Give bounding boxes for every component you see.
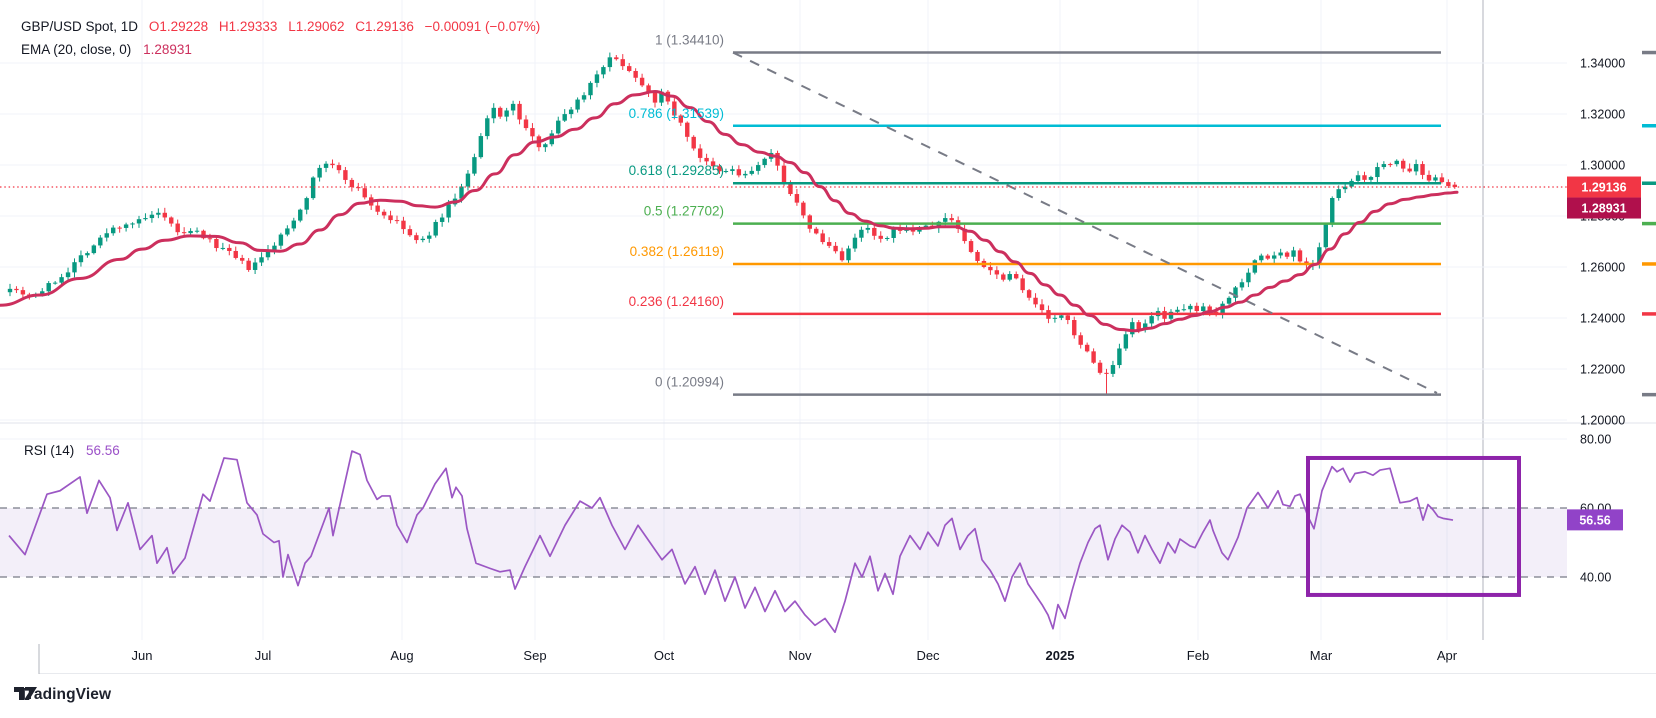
svg-text:0.786 (1.31539): 0.786 (1.31539) [629, 106, 724, 121]
ema-legend[interactable]: EMA (20, close, 0) 1.28931 [21, 41, 192, 59]
svg-text:Oct: Oct [654, 648, 675, 663]
time-axis[interactable]: Jun Jul Aug Sep Oct Nov Dec 2025 Feb Mar Apr [38, 644, 1656, 674]
svg-text:Jun: Jun [132, 648, 153, 663]
svg-text:2025: 2025 [1046, 648, 1075, 663]
tradingview-logo-icon [14, 687, 37, 700]
svg-text:1.20000: 1.20000 [1580, 414, 1625, 428]
ema-line[interactable] [0, 90, 1459, 333]
ema-label: EMA (20, close, 0) [21, 42, 132, 57]
ema-value: 1.28931 [143, 42, 192, 57]
svg-text:Mar: Mar [1310, 648, 1333, 663]
svg-text:0.236 (1.24160): 0.236 (1.24160) [629, 294, 724, 309]
fib-labels: 1 (1.34410) 0.786 (1.31539) 0.618 (1.29285… [629, 33, 724, 390]
svg-text:80.00: 80.00 [1580, 433, 1611, 447]
svg-text:1.26000: 1.26000 [1580, 261, 1625, 275]
svg-text:Apr: Apr [1437, 648, 1458, 663]
rsi-value-badge: 56.56 [1567, 509, 1623, 531]
svg-text:56.56: 56.56 [1579, 513, 1610, 527]
svg-text:Dec: Dec [916, 648, 940, 663]
svg-text:40.00: 40.00 [1580, 571, 1611, 585]
svg-text:Aug: Aug [390, 648, 413, 663]
ohlc-close: C1.29136 [355, 19, 414, 34]
rsi-highlight-box[interactable] [1306, 455, 1521, 597]
svg-text:1.24000: 1.24000 [1580, 312, 1625, 326]
svg-text:1.29136: 1.29136 [1581, 181, 1626, 195]
svg-text:1.28931: 1.28931 [1581, 202, 1626, 216]
svg-text:1.34000: 1.34000 [1580, 57, 1625, 71]
ohlc-change: −0.00091 (−0.07%) [424, 19, 541, 34]
rsi-indicator-legend[interactable]: RSI (14) 56.56 [24, 443, 120, 458]
rsi-band [0, 507, 1567, 578]
svg-text:Nov: Nov [788, 648, 812, 663]
tradingview-brand-text: TradingView [19, 686, 112, 703]
rsi-value: 56.56 [86, 443, 120, 458]
ema-price-badge: 1.28931 [1567, 197, 1641, 219]
symbol-legend[interactable]: GBP/USD Spot, 1D O1.29228 H1.29333 L1.29… [21, 18, 540, 36]
last-price-badge: 1.29136 [1567, 176, 1641, 198]
svg-text:Sep: Sep [523, 648, 546, 663]
svg-text:Feb: Feb [1187, 648, 1209, 663]
ohlc-open: O1.29228 [148, 19, 209, 34]
candlestick-series[interactable] [7, 52, 1457, 394]
chart-canvas[interactable]: 1 (1.34410) 0.786 (1.31539) 0.618 (1.29285… [0, 0, 1656, 674]
rsi-label: RSI (14) [24, 443, 75, 458]
ohlc-low: L1.29062 [288, 19, 345, 34]
ohlc-high: H1.29333 [218, 19, 278, 34]
svg-text:1 (1.34410): 1 (1.34410) [655, 33, 724, 48]
svg-text:1.32000: 1.32000 [1580, 108, 1625, 122]
svg-text:0.382 (1.26119): 0.382 (1.26119) [630, 244, 724, 259]
svg-text:Jul: Jul [255, 648, 272, 663]
svg-text:0.618 (1.29285): 0.618 (1.29285) [629, 163, 724, 178]
svg-text:0.5 (1.27702): 0.5 (1.27702) [644, 204, 724, 219]
gridlines [0, 0, 1656, 640]
symbol-title: GBP/USD Spot, 1D [21, 19, 139, 34]
price-axis[interactable]: 1.340001.320001.300001.280001.260001.240… [1567, 50, 1656, 585]
svg-text:0 (1.20994): 0 (1.20994) [655, 375, 724, 390]
tradingview-attribution[interactable]: TradingView [13, 686, 111, 704]
svg-text:1.30000: 1.30000 [1580, 159, 1625, 173]
svg-text:1.22000: 1.22000 [1580, 363, 1625, 377]
rsi-line[interactable] [8, 450, 1454, 634]
